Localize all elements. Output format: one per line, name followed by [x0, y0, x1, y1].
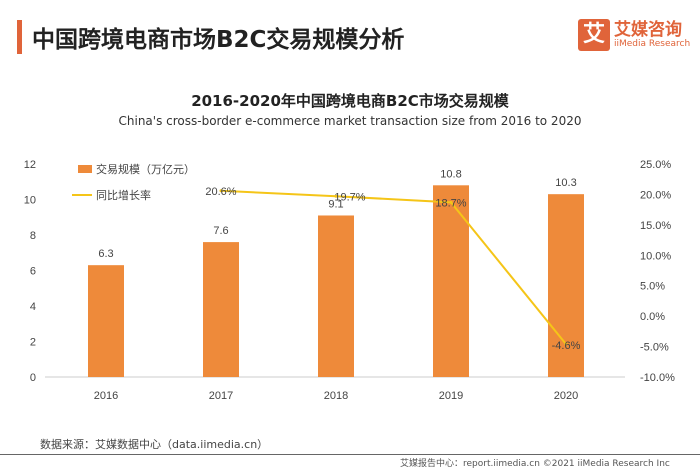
- legend-line-label: 同比增长率: [96, 188, 151, 202]
- right-tick-label: -10.0%: [640, 372, 675, 384]
- line-label: 20.6%: [205, 186, 236, 198]
- logo-mark-icon: 艾: [578, 19, 610, 51]
- footer-credit: 艾媒报告中心：report.iimedia.cn ©2021 iiMedia R…: [400, 459, 670, 469]
- line-label: 18.7%: [435, 197, 466, 209]
- right-tick-label: 20.0%: [640, 189, 671, 201]
- left-tick-label: 10: [24, 195, 36, 207]
- left-tick-label: 0: [30, 372, 36, 384]
- left-tick-label: 12: [24, 159, 36, 171]
- x-tick-label: 2018: [324, 390, 348, 402]
- line-label: -4.6%: [552, 340, 581, 352]
- logo-en: iiMedia Research: [614, 39, 691, 49]
- line-point: [564, 342, 568, 346]
- right-tick-label: 25.0%: [640, 159, 671, 171]
- line-point: [449, 200, 453, 204]
- logo: 艾 艾媒咨询 iiMedia Research: [578, 19, 690, 51]
- bar: [318, 215, 354, 377]
- right-tick-label: 10.0%: [640, 250, 671, 262]
- chart-title: 2016-2020年中国跨境电商B2C市场交易规模: [191, 92, 509, 110]
- legend-bar-label: 交易规模（万亿元）: [96, 162, 195, 176]
- left-tick-label: 6: [30, 266, 36, 278]
- x-tick-label: 2020: [554, 390, 578, 402]
- page-title: 中国跨境电商市场B2C交易规模分析: [32, 27, 405, 53]
- left-tick-label: 8: [30, 230, 36, 242]
- title-accent-bar: [17, 20, 22, 54]
- bar-label: 6.3: [98, 248, 113, 260]
- line-point: [219, 189, 223, 193]
- bar: [433, 185, 469, 377]
- chart-subtitle: China's cross-border e-commerce market t…: [118, 114, 582, 128]
- bar-label: 7.6: [213, 225, 228, 237]
- left-tick-label: 2: [30, 337, 36, 349]
- right-tick-label: 5.0%: [640, 281, 665, 293]
- x-tick-label: 2019: [439, 390, 463, 402]
- right-tick-label: -5.0%: [640, 342, 669, 354]
- bar-label: 9.1: [328, 198, 343, 210]
- growth-line: [220, 189, 567, 345]
- left-tick-label: 4: [30, 301, 36, 313]
- data-source: 数据来源：艾媒数据中心（data.iimedia.cn）: [40, 438, 269, 451]
- x-tick-label: 2017: [209, 390, 233, 402]
- right-tick-label: 0.0%: [640, 311, 665, 323]
- right-tick-label: 15.0%: [640, 220, 671, 232]
- x-tick-label: 2016: [94, 390, 118, 402]
- line-label: 19.7%: [334, 191, 365, 203]
- bar: [203, 242, 239, 377]
- bar-label: 10.3: [555, 177, 576, 189]
- bar: [548, 194, 584, 377]
- bar-label: 10.8: [440, 168, 461, 180]
- legend-bar-swatch: [78, 165, 92, 173]
- logo-cn: 艾媒咨询: [614, 20, 682, 40]
- footer-divider: [0, 454, 700, 455]
- line-point: [334, 194, 338, 198]
- bar: [88, 265, 124, 377]
